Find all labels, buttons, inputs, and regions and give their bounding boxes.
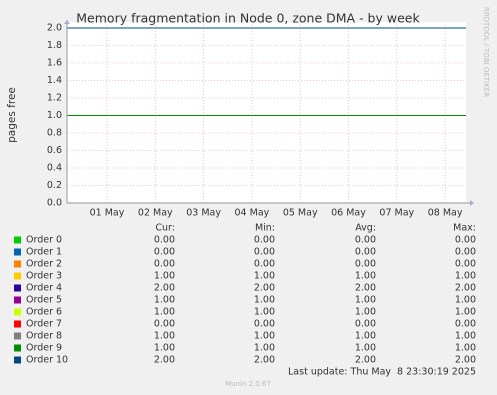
x-tick-label: 05 May <box>283 208 318 219</box>
legend-value: 0.00 <box>455 259 476 270</box>
legend-value: 0.00 <box>154 319 175 330</box>
legend-value: 1.00 <box>455 331 476 342</box>
legend-label: Order 9 <box>26 343 62 354</box>
legend-value: 0.00 <box>455 247 476 258</box>
legend-value: 1.00 <box>254 271 275 282</box>
legend-value: 1.00 <box>154 343 175 354</box>
legend-swatch <box>14 356 21 364</box>
legend-value: 0.00 <box>355 319 376 330</box>
legend-value: 0.00 <box>154 247 175 258</box>
legend-value: 1.00 <box>355 343 376 354</box>
legend-swatch <box>14 320 21 328</box>
last-update: Last update: Thu May 8 23:30:19 2025 <box>288 367 476 378</box>
legend-value: 1.00 <box>254 307 275 318</box>
y-tick-label: 0.4 <box>47 163 62 174</box>
legend-value: 1.00 <box>455 307 476 318</box>
y-tick-label: 1.4 <box>47 75 62 86</box>
legend-value: 1.00 <box>355 307 376 318</box>
legend-value: 1.00 <box>254 331 275 342</box>
legend-value: 2.00 <box>254 283 275 294</box>
legend-value: 1.00 <box>254 343 275 354</box>
legend-value: 1.00 <box>355 295 376 306</box>
x-tick-label: 04 May <box>235 208 270 219</box>
x-tick-label: 07 May <box>379 208 414 219</box>
legend-value: 0.00 <box>355 235 376 246</box>
legend-swatch <box>14 260 21 268</box>
legend-value: 2.00 <box>355 355 376 366</box>
legend-value: 1.00 <box>154 271 175 282</box>
legend-label: Order 0 <box>26 235 62 246</box>
legend-value: 0.00 <box>154 235 175 246</box>
legend-label: Order 1 <box>26 247 62 258</box>
legend-column-header: Cur: <box>155 223 175 234</box>
legend-value: 0.00 <box>355 247 376 258</box>
legend-value: 2.00 <box>254 355 275 366</box>
legend-label: Order 4 <box>26 283 62 294</box>
legend-value: 0.00 <box>254 319 275 330</box>
x-arrow <box>470 200 474 206</box>
legend-swatch <box>14 236 21 244</box>
legend-column-header: Avg: <box>355 223 376 234</box>
legend-value: 2.00 <box>455 355 476 366</box>
y-tick-label: 0.6 <box>47 145 62 156</box>
legend-value: 1.00 <box>455 343 476 354</box>
legend-label: Order 6 <box>26 307 62 318</box>
legend-value: 0.00 <box>254 235 275 246</box>
footer: Munin 2.0.67 <box>225 380 271 388</box>
legend-value: 1.00 <box>154 307 175 318</box>
legend-value: 2.00 <box>154 355 175 366</box>
x-tick-label: 03 May <box>186 208 221 219</box>
x-tick-label: 01 May <box>90 208 125 219</box>
legend-swatch <box>14 296 21 304</box>
legend-value: 0.00 <box>254 247 275 258</box>
legend-value: 1.00 <box>154 295 175 306</box>
legend-value: 0.00 <box>355 259 376 270</box>
plot-area <box>67 22 466 203</box>
legend-column-header: Max: <box>453 223 476 234</box>
y-tick-label: 1.6 <box>47 58 62 69</box>
legend-swatch <box>14 284 21 292</box>
y-tick-label: 1.2 <box>47 93 62 104</box>
y-tick-label: 1.0 <box>47 110 62 121</box>
y-tick-label: 0.0 <box>47 198 62 209</box>
legend-value: 1.00 <box>355 271 376 282</box>
legend-label: Order 2 <box>26 259 62 270</box>
legend-label: Order 3 <box>26 271 62 282</box>
legend-value: 0.00 <box>455 235 476 246</box>
legend-value: 2.00 <box>455 283 476 294</box>
side-text: RRDTOOL / TOBI OETIKER <box>482 7 490 97</box>
x-tick-label: 06 May <box>331 208 366 219</box>
legend-swatch <box>14 344 21 352</box>
legend: Cur: Min: Avg: Max:Order 0 0.00 0.00 0.00 0.00O… <box>14 223 476 366</box>
legend-value: 1.00 <box>154 331 175 342</box>
legend-label: Order 7 <box>26 319 62 330</box>
y-tick-label: 2.0 <box>47 23 62 34</box>
legend-swatch <box>14 308 21 316</box>
x-tick-label: 02 May <box>138 208 173 219</box>
chart-title: Memory fragmentation in Node 0, zone DMA… <box>76 11 420 26</box>
legend-value: 1.00 <box>254 295 275 306</box>
legend-label: Order 8 <box>26 331 62 342</box>
legend-value: 1.00 <box>455 271 476 282</box>
legend-value: 0.00 <box>254 259 275 270</box>
y-arrow <box>64 20 70 24</box>
legend-swatch <box>14 248 21 256</box>
legend-value: 1.00 <box>455 295 476 306</box>
legend-swatch <box>14 332 21 340</box>
legend-swatch <box>14 272 21 280</box>
legend-column-header: Min: <box>255 223 275 234</box>
x-tick-label: 08 May <box>428 208 463 219</box>
legend-label: Order 10 <box>26 355 68 366</box>
y-axis-label: pages free <box>6 87 18 143</box>
y-tick-label: 1.8 <box>47 40 62 51</box>
legend-label: Order 5 <box>26 295 62 306</box>
y-tick-label: 0.8 <box>47 128 62 139</box>
legend-value: 0.00 <box>154 259 175 270</box>
y-tick-label: 0.2 <box>47 180 62 191</box>
legend-value: 2.00 <box>355 283 376 294</box>
legend-value: 2.00 <box>154 283 175 294</box>
legend-value: 1.00 <box>355 331 376 342</box>
legend-value: 0.00 <box>455 319 476 330</box>
